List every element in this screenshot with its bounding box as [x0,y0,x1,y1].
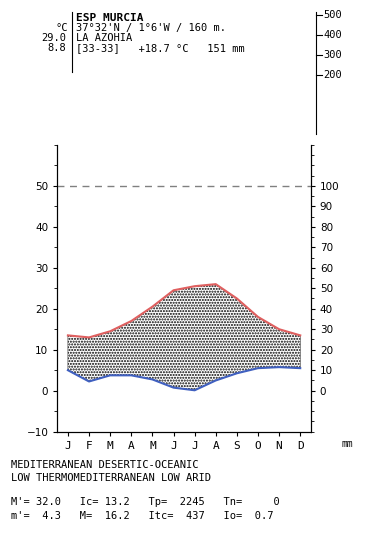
Text: LOW THERMOMEDITERRANEAN LOW ARID: LOW THERMOMEDITERRANEAN LOW ARID [11,473,211,483]
Text: MEDITERRANEAN DESERTIC-OCEANIC: MEDITERRANEAN DESERTIC-OCEANIC [11,460,199,470]
Text: 200: 200 [323,70,342,80]
Text: 500: 500 [323,10,342,20]
Text: 37°32'N / 1°6'W / 160 m.: 37°32'N / 1°6'W / 160 m. [76,23,226,33]
Text: LA AZOHIA: LA AZOHIA [76,33,132,43]
Text: 300: 300 [323,50,342,60]
Text: 8.8: 8.8 [48,43,67,53]
Text: [33-33]   +18.7 °C   151 mm: [33-33] +18.7 °C 151 mm [76,43,245,53]
Text: °C: °C [56,23,68,33]
Text: mm: mm [341,439,353,449]
Text: M'= 32.0   Ic= 13.2   Tp=  2245   Tn=     0: M'= 32.0 Ic= 13.2 Tp= 2245 Tn= 0 [11,497,280,507]
Text: 400: 400 [323,30,342,40]
Text: ESP MURCIA: ESP MURCIA [76,13,143,23]
Text: m'=  4.3   M=  16.2   Itc=  437   Io=  0.7: m'= 4.3 M= 16.2 Itc= 437 Io= 0.7 [11,511,273,521]
Text: 29.0: 29.0 [41,33,67,43]
